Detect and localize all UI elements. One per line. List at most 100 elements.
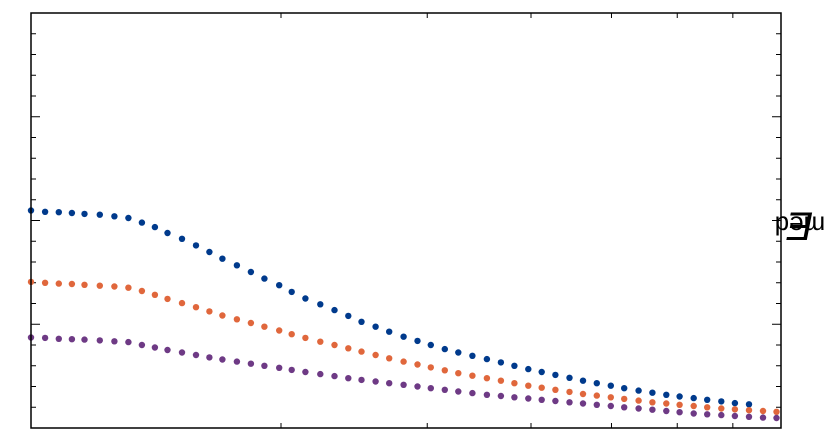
data-point (164, 295, 171, 303)
data-point (81, 210, 88, 218)
data-point (690, 402, 697, 410)
data-point (441, 386, 448, 393)
data-point (111, 338, 118, 345)
data-point (219, 356, 226, 363)
data-point (55, 335, 62, 342)
data-point (579, 400, 587, 407)
data-point (427, 341, 434, 349)
data-point (690, 410, 697, 417)
data-point (427, 364, 434, 371)
data-point (704, 411, 711, 418)
data-point (552, 371, 559, 379)
data-point (276, 327, 283, 334)
data-point (345, 345, 352, 352)
data-point (511, 362, 518, 369)
plot-series (27, 207, 780, 422)
data-point (372, 378, 379, 385)
data-point (125, 214, 132, 222)
data-point (511, 380, 518, 387)
data-point (621, 404, 628, 411)
data-point (261, 275, 268, 282)
data-point (358, 376, 365, 384)
data-point (41, 208, 49, 215)
data-point (178, 235, 186, 242)
data-point (455, 388, 462, 395)
data-point (358, 348, 365, 355)
data-point (704, 404, 711, 411)
data-point (111, 283, 118, 290)
data-point (192, 351, 200, 359)
data-point (206, 308, 213, 315)
data-point (151, 344, 159, 351)
data-point (125, 284, 132, 291)
data-point (206, 248, 213, 256)
data-point (247, 360, 255, 367)
data-point (151, 291, 159, 298)
data-point (400, 381, 407, 388)
data-point (663, 400, 670, 407)
data-point (138, 287, 146, 295)
series-3 (27, 334, 780, 422)
data-point (759, 407, 767, 415)
data-point (68, 209, 76, 217)
data-point (566, 374, 573, 381)
data-point (441, 367, 448, 374)
data-point (759, 414, 767, 421)
data-point (400, 358, 407, 365)
data-point (138, 219, 146, 226)
data-point (247, 319, 255, 327)
data-point (247, 268, 255, 276)
data-point (414, 383, 421, 390)
data-point (593, 392, 600, 399)
data-point (288, 331, 295, 338)
data-point (718, 398, 725, 405)
data-point (81, 336, 88, 343)
data-point (219, 255, 226, 262)
data-point (111, 213, 118, 220)
data-point (593, 401, 600, 408)
data-point (233, 316, 241, 323)
data-point (178, 349, 186, 356)
data-point (649, 389, 656, 396)
data-point (68, 280, 76, 288)
data-point (261, 362, 268, 369)
data-point (745, 413, 753, 420)
data-point (178, 299, 186, 307)
data-point (41, 279, 49, 286)
data-point (773, 408, 780, 415)
data-point (731, 406, 739, 413)
data-point (345, 312, 352, 320)
data-point (649, 406, 656, 413)
data-point (483, 355, 491, 363)
data-point (206, 354, 213, 361)
data-point (331, 341, 338, 349)
data-point (663, 407, 670, 415)
data-point (96, 282, 104, 289)
y-axis-label-subscript: med (774, 210, 826, 241)
data-point (525, 365, 532, 373)
data-point (621, 395, 628, 403)
data-point (649, 399, 656, 406)
data-point (607, 382, 614, 389)
data-point (497, 359, 505, 366)
data-point (704, 396, 711, 403)
data-point (731, 412, 739, 420)
data-point (192, 304, 200, 311)
data-point (41, 334, 49, 342)
data-point (55, 209, 62, 216)
data-point (302, 334, 309, 342)
data-point (635, 405, 642, 412)
data-point (386, 328, 393, 335)
data-point (372, 323, 379, 330)
data-point (233, 262, 241, 269)
data-point (96, 337, 104, 344)
data-point (718, 405, 725, 412)
data-point (164, 229, 171, 237)
data-point (192, 242, 200, 249)
data-point (414, 361, 421, 368)
data-point (635, 387, 642, 394)
data-point (68, 336, 76, 343)
data-point (497, 392, 505, 400)
